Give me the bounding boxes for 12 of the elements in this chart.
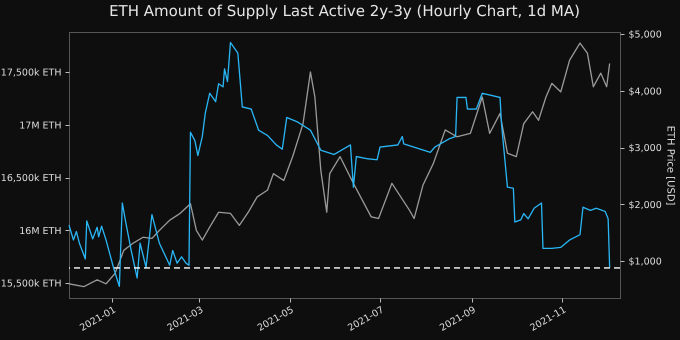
y2-axis-title: ETH Price [USD] <box>664 126 676 206</box>
y-tick-label: 17M ETH <box>19 120 62 132</box>
y2-tick-label: $2,000 <box>628 200 662 211</box>
y2-tick-label: $5,000 <box>628 29 662 40</box>
y2-tick-label: $1,000 <box>628 256 662 268</box>
y-tick-label: 15,500k ETH <box>0 278 62 290</box>
y2-tick-label: $4,000 <box>628 86 662 98</box>
y-tick-label: 16M ETH <box>19 226 62 237</box>
chart-title: ETH Amount of Supply Last Active 2y-3y (Hourly Chart, 1d MA) <box>109 2 580 20</box>
y-tick-label: 16,500k ETH <box>0 173 62 184</box>
y-tick-label: 17,500k ETH <box>0 68 62 79</box>
y2-tick-label: $3,000 <box>628 143 662 154</box>
